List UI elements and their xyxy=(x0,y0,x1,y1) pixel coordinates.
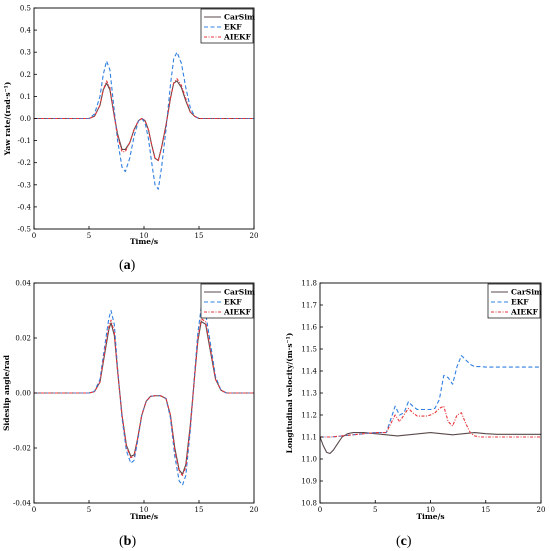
y-tick-label: 11.1 xyxy=(301,434,317,442)
y-tick-label: 11.6 xyxy=(301,324,317,332)
x-tick-label: 0 xyxy=(32,506,36,514)
y-tick-label: 11.8 xyxy=(301,280,317,288)
series-group xyxy=(34,51,254,190)
y-tick-label: 0.0 xyxy=(20,115,31,123)
legend-label-carsim: CarSim xyxy=(511,288,542,297)
series-line-aiekf xyxy=(34,78,254,162)
x-tick-label: 0 xyxy=(318,506,322,514)
legend-label-carsim: CarSim xyxy=(224,288,255,297)
series-line-ekf xyxy=(34,51,254,190)
y-tick-label: 11.3 xyxy=(301,390,317,398)
legend-label-ekf: EKF xyxy=(224,298,242,307)
legend-box xyxy=(200,283,254,319)
y-tick-label: 11.4 xyxy=(301,368,317,376)
chart-a: 0 5 10 15 20 -0.5 -0.4 -0.3 -0.2 -0.1 0.0 0.1 0.2 0.3… xyxy=(3,5,258,247)
y-tick-label: 0.1 xyxy=(20,93,31,101)
y-tick-label: 0.04 xyxy=(15,280,31,288)
x-tick-label: 15 xyxy=(481,506,490,514)
y-axis-label: Sideslip angle/rad xyxy=(2,354,11,431)
legend-box xyxy=(200,8,254,44)
series-line-carsim xyxy=(320,432,541,455)
y-tick-label: 10.8 xyxy=(301,500,317,508)
series-group xyxy=(34,307,254,486)
y-tick-label: -0.02 xyxy=(13,445,31,453)
x-tick-label: 15 xyxy=(195,232,204,240)
legend-label-ekf: EKF xyxy=(511,298,529,307)
x-axis-label: Time/s xyxy=(416,512,444,521)
y-tick-label: -0.2 xyxy=(18,159,32,167)
series-line-aiekf xyxy=(320,405,541,438)
y-tick-label: 0.3 xyxy=(20,49,31,57)
series-line-carsim xyxy=(34,320,254,475)
y-tick-label: 0.5 xyxy=(20,5,31,13)
y-tick-label: 0.4 xyxy=(20,27,32,35)
series-line-aiekf xyxy=(34,318,254,477)
legend-label-aiekf: AIEKF xyxy=(223,308,252,317)
y-tick-label: 11.5 xyxy=(301,346,317,354)
y-tick-label: 11.2 xyxy=(301,412,317,420)
x-axis-label: Time/s xyxy=(130,512,158,521)
legend-label-aiekf: AIEKF xyxy=(510,308,539,317)
y-tick-label: -0.1 xyxy=(18,137,32,145)
x-tick-label: 20 xyxy=(250,506,259,514)
y-tick-label: 10.9 xyxy=(301,478,317,486)
y-tick-label: -0.4 xyxy=(18,203,32,211)
x-tick-label: 0 xyxy=(32,232,36,240)
y-axis-label: Longitudinal velocity/(m·s⁻¹) xyxy=(285,333,294,454)
y-tick-label: 11.0 xyxy=(301,456,317,464)
x-tick-label: 10 xyxy=(140,232,149,240)
x-tick-label: 15 xyxy=(195,506,204,514)
y-tick-label: -0.04 xyxy=(13,500,31,508)
y-tick-label: 0.00 xyxy=(15,390,31,398)
x-axis-label: Time/s xyxy=(130,237,158,246)
panel-label-c: (c) xyxy=(396,534,412,549)
y-tick-label: 11.7 xyxy=(301,302,317,310)
chart-c: 0 5 10 15 20 10.8 10.9 11.0 11.1 11.2 11.3 11.4 11.5… xyxy=(285,280,545,522)
x-tick-label: 5 xyxy=(373,506,377,514)
x-tick-label: 10 xyxy=(140,506,149,514)
y-tick-label: -0.3 xyxy=(18,181,32,189)
chart-b: 0 5 10 15 20 -0.04 -0.02 0.00 0.02 0.04 Time/s Side… xyxy=(2,280,258,522)
legend-label-ekf: EKF xyxy=(224,23,242,32)
y-tick-label: 0.2 xyxy=(20,71,31,79)
legend-label-aiekf: AIEKF xyxy=(223,33,252,42)
x-tick-label: 5 xyxy=(87,506,91,514)
x-tick-label: 10 xyxy=(426,506,435,514)
y-axis-label: Yaw rate/(rad·s⁻¹) xyxy=(3,82,12,157)
series-line-ekf xyxy=(320,355,541,438)
y-tick-label: -0.5 xyxy=(18,226,32,234)
panel-label-b: (b) xyxy=(119,534,136,549)
series-line-carsim xyxy=(34,80,254,162)
x-tick-label: 5 xyxy=(87,232,91,240)
legend-label-carsim: CarSim xyxy=(224,13,255,22)
y-tick-label: 0.02 xyxy=(15,335,31,343)
x-tick-label: 20 xyxy=(537,506,546,514)
legend-box xyxy=(487,283,541,319)
series-line-ekf xyxy=(34,307,254,486)
series-group xyxy=(320,355,541,455)
x-tick-label: 20 xyxy=(250,232,259,240)
panel-label-a: (a) xyxy=(119,258,136,273)
